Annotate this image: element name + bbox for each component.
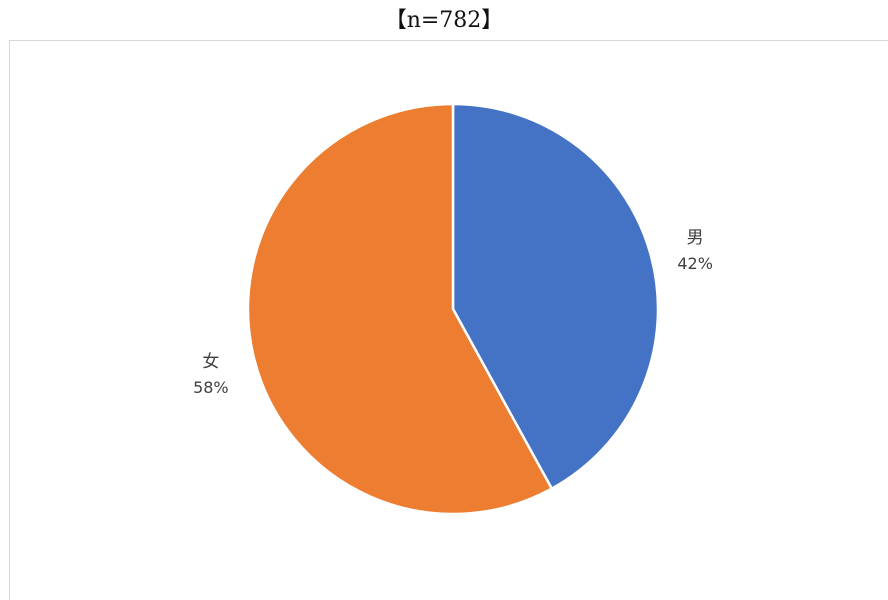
slice-category-label: 男 (687, 228, 704, 248)
chart-title: 【n=782】 (384, 8, 504, 33)
slice-percent-label: 42% (677, 254, 713, 273)
pie-data-labels: 男 42% 女 58% (193, 228, 713, 397)
pie-slice-2 (246, 102, 554, 516)
plot-area-frame (9, 40, 888, 600)
pie-slices (246, 102, 660, 516)
slice-category-label: 女 (202, 352, 219, 372)
slice-percent-label: 58% (193, 378, 229, 397)
pie-chart: 男 42% 女 58% (193, 102, 713, 516)
pie-slice-1 (451, 102, 660, 490)
